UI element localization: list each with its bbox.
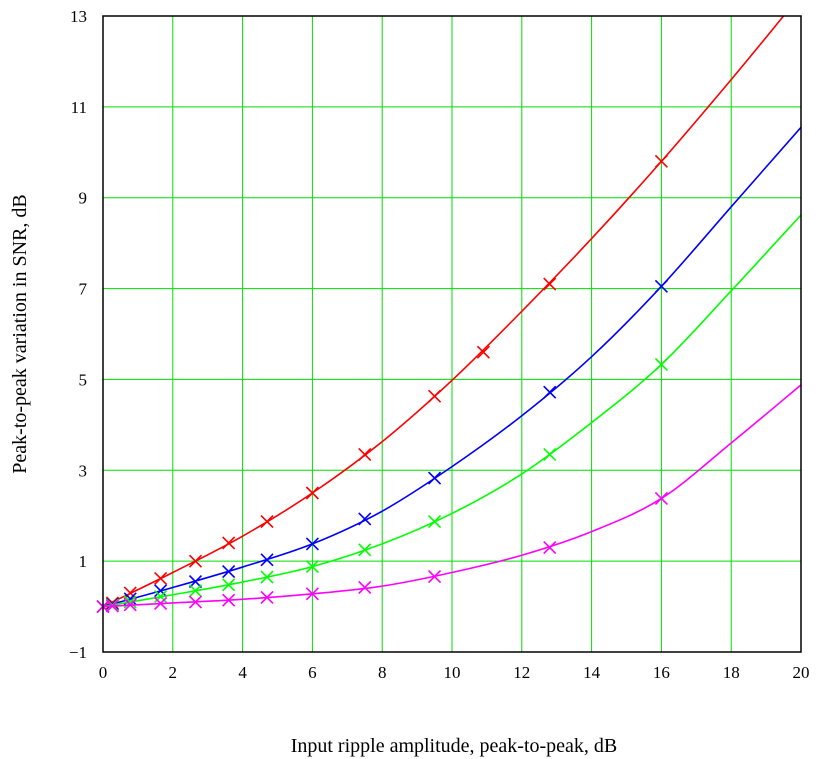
data-point-marker <box>260 515 274 529</box>
x-tick-label: 4 <box>238 663 247 682</box>
data-point-marker <box>154 590 168 604</box>
y-axis-title: Peak-to-peak variation in SNR, dB <box>9 194 31 473</box>
x-tick-label: 12 <box>513 663 530 682</box>
data-point-marker <box>427 515 442 529</box>
x-axis-title: Input ripple amplitude, peak-to-peak, dB <box>291 735 618 757</box>
series-line <box>102 126 802 608</box>
x-tick-label: 20 <box>793 663 810 682</box>
y-tick-label: 11 <box>71 98 87 117</box>
x-tick-label: 16 <box>653 663 670 682</box>
data-point-marker <box>654 357 668 372</box>
data-point-marker <box>260 553 274 567</box>
data-point-marker <box>476 345 490 359</box>
data-point-marker <box>188 584 203 598</box>
data-point-marker <box>543 277 557 291</box>
data-point-marker <box>427 570 442 584</box>
data-point-marker <box>305 486 319 500</box>
data-point-marker <box>154 596 168 610</box>
series-line <box>102 384 802 608</box>
x-tick-label: 10 <box>444 663 461 682</box>
x-tick-label: 0 <box>99 663 108 682</box>
y-tick-label: 7 <box>79 280 88 299</box>
data-point-marker <box>654 491 668 506</box>
data-point-marker <box>358 580 372 595</box>
data-point-marker <box>427 389 442 403</box>
series-4 <box>96 384 802 614</box>
plot-frame <box>102 15 802 653</box>
x-tick-label: 8 <box>378 663 387 682</box>
data-point-marker <box>543 540 557 555</box>
grid-lines <box>103 16 801 652</box>
y-tick-label: 1 <box>79 552 88 571</box>
y-tick-label: 3 <box>79 461 88 480</box>
data-point-marker <box>123 598 137 612</box>
data-point-marker <box>188 595 203 609</box>
data-point-marker <box>105 599 119 613</box>
y-tick-label: −1 <box>69 643 87 662</box>
y-tick-label: 5 <box>79 370 88 389</box>
data-point-marker <box>222 536 236 550</box>
data-point-marker <box>358 543 372 557</box>
data-point-marker <box>222 565 236 579</box>
series-2 <box>96 126 802 614</box>
data-point-marker <box>305 587 319 601</box>
data-point-marker <box>305 560 319 574</box>
data-point-marker <box>358 512 372 526</box>
data-point-marker <box>154 584 168 598</box>
data-point-marker <box>543 447 557 461</box>
data-point-marker <box>543 385 557 399</box>
data-point-marker <box>260 570 274 584</box>
data-point-marker <box>222 593 236 607</box>
x-tick-label: 6 <box>308 663 317 682</box>
y-tick-label: 9 <box>79 189 88 208</box>
series-line <box>102 15 785 608</box>
data-point-marker <box>154 571 168 585</box>
y-tick-label: 13 <box>70 7 87 26</box>
data-point-marker <box>305 537 319 551</box>
x-tick-label: 18 <box>723 663 740 682</box>
series-layer <box>96 15 802 614</box>
data-point-marker <box>260 590 274 605</box>
data-point-marker <box>654 154 668 168</box>
data-point-marker <box>654 279 668 293</box>
series-3 <box>96 214 802 614</box>
data-point-marker <box>427 471 442 485</box>
x-tick-label: 2 <box>169 663 178 682</box>
series-1 <box>96 15 785 614</box>
x-tick-label: 14 <box>583 663 601 682</box>
data-point-marker <box>222 578 236 592</box>
data-point-marker <box>358 447 372 461</box>
data-point-marker <box>188 554 203 568</box>
